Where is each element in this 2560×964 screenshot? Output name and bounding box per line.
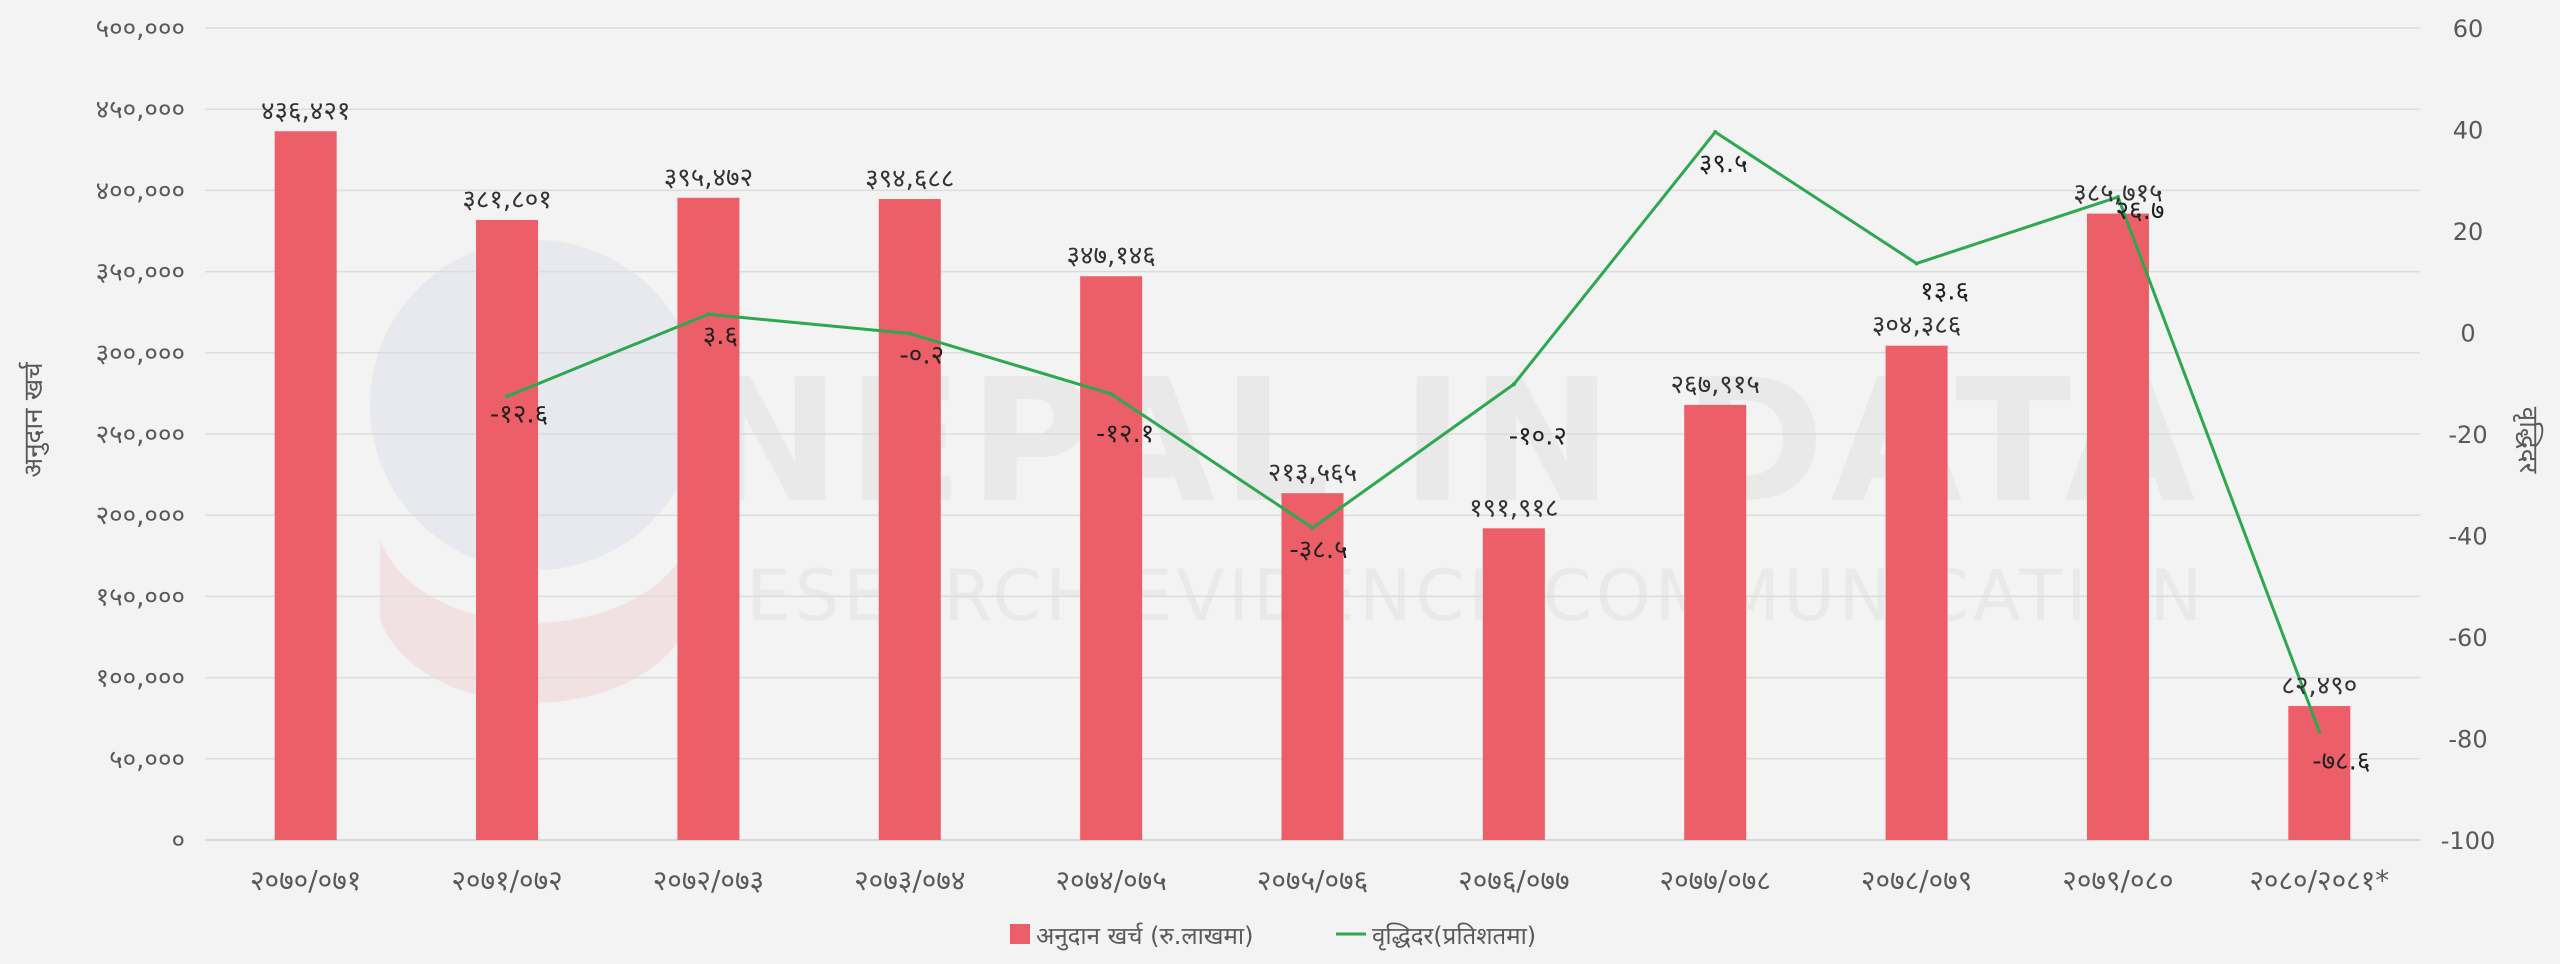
line-data-label: २६.७ bbox=[2116, 196, 2165, 226]
x-tick-label: २०७१/०७२ bbox=[451, 864, 562, 897]
bar bbox=[1684, 404, 1747, 840]
y-tick-label: ० bbox=[171, 826, 185, 856]
x-tick-label: २०७०/०७१ bbox=[250, 864, 361, 897]
bar-data-label: ८२,४९० bbox=[2281, 671, 2357, 701]
bar-data-label: ३८५,७१५ bbox=[2073, 179, 2162, 209]
x-tick-label: २०७८/०७९ bbox=[1861, 864, 1972, 897]
legend-line-label: वृद्धिदर(प्रतिशतमा) bbox=[1372, 922, 1536, 951]
bar bbox=[677, 197, 740, 840]
bar-data-label: ३९४,६८८ bbox=[865, 164, 954, 194]
y-tick-label: २५०,००० bbox=[96, 420, 185, 450]
growth-point bbox=[1914, 261, 1919, 266]
bar bbox=[1281, 493, 1344, 840]
growth-point bbox=[2115, 194, 2120, 199]
growth-line bbox=[506, 130, 2321, 732]
bar bbox=[274, 131, 337, 840]
bar bbox=[2086, 213, 2149, 840]
y-axis-title: अनुदान खर्च bbox=[18, 361, 49, 477]
bar bbox=[476, 219, 539, 840]
line-data-label: -०.२ bbox=[899, 341, 944, 371]
line-data-label: ३.६ bbox=[703, 321, 738, 351]
growth-point bbox=[1109, 391, 1114, 396]
growth-point bbox=[505, 394, 510, 399]
y-tick-label: २००,००० bbox=[96, 501, 185, 531]
y2-tick-label: -60 bbox=[2448, 624, 2487, 652]
labels-layer: ४३६,४२१ ३८१,८०१ ३९५,४७२ ३९४,६८८ ३४७,१४६ २१३,५… bbox=[261, 96, 2370, 776]
bar-data-label: ३४७,१४६ bbox=[1066, 241, 1155, 271]
y2-tick-label: 40 bbox=[2453, 117, 2484, 145]
growth-point bbox=[2317, 729, 2322, 734]
line-data-label: -१२.१ bbox=[1096, 419, 1154, 449]
x-tick-label: २०८०/२०८१* bbox=[2249, 864, 2389, 897]
y2-tick-label: -100 bbox=[2441, 827, 2495, 855]
y-tick-label: ५००,००० bbox=[96, 14, 185, 44]
y2-tick-label: 0 bbox=[2460, 320, 2475, 348]
y2-tick-label: -20 bbox=[2448, 421, 2487, 449]
y-tick-label: १००,००० bbox=[96, 664, 185, 694]
x-tick-label: २०७६/०७७ bbox=[1458, 864, 1569, 897]
bar-data-label: ३९५,४७२ bbox=[664, 163, 753, 193]
x-tick-label: २०७९/०८० bbox=[2062, 864, 2173, 897]
y-tick-label: ४००,००० bbox=[96, 176, 185, 206]
growth-point bbox=[1511, 382, 1516, 387]
y2-axis-title: वृद्धिदर bbox=[2513, 407, 2544, 475]
bar-data-label: ३०४,३८६ bbox=[1872, 311, 1961, 341]
y-tick-label: ४५०,००० bbox=[96, 95, 185, 125]
legend-bar-label: अनुदान खर्च (रु.लाखमा) bbox=[1036, 922, 1253, 951]
bar bbox=[878, 199, 941, 841]
legend-bar-swatch bbox=[1010, 924, 1030, 944]
line-data-label: ३९.५ bbox=[1699, 149, 1748, 179]
bar-data-label: १९१,९१८ bbox=[1469, 493, 1558, 523]
x-tick-label: २०७५/०७६ bbox=[1257, 864, 1368, 897]
y2-tick-label: 60 bbox=[2453, 15, 2484, 43]
bar-data-label: ४३६,४२१ bbox=[261, 96, 350, 126]
x-tick-label: २०७२/०७३ bbox=[653, 864, 764, 897]
bar-data-label: २१३,५६५ bbox=[1268, 458, 1357, 488]
line-data-label: -७८.६ bbox=[2312, 746, 2370, 776]
bar-data-label: २६७,९१५ bbox=[1671, 370, 1760, 400]
y-tick-label: ३००,००० bbox=[96, 339, 185, 369]
line-data-label: -१२.६ bbox=[490, 399, 548, 429]
y-tick-label: ५०,००० bbox=[109, 745, 185, 775]
line-layer bbox=[505, 130, 2322, 734]
bar bbox=[1885, 345, 1948, 840]
y2-tick-label: 20 bbox=[2453, 218, 2484, 246]
growth-point bbox=[1713, 130, 1718, 135]
x-tick-label: २०७७/०७८ bbox=[1660, 864, 1771, 897]
y-tick-label: १५०,००० bbox=[96, 582, 185, 612]
growth-point bbox=[706, 312, 711, 317]
y2-tick-label: -40 bbox=[2448, 523, 2487, 551]
line-data-label: १३.६ bbox=[1920, 276, 1969, 306]
bar bbox=[1482, 528, 1545, 840]
line-data-label: -३८.५ bbox=[1289, 535, 1347, 565]
y-tick-label: ३५०,००० bbox=[96, 258, 185, 288]
watermark-logo-arc bbox=[380, 540, 690, 703]
bars-layer bbox=[274, 131, 2351, 841]
legend: अनुदान खर्च (रु.लाखमा) वृद्धिदर(प्रतिशतम… bbox=[1010, 922, 1536, 951]
y2-tick-label: -80 bbox=[2448, 726, 2487, 754]
bar-data-label: ३८१,८०१ bbox=[462, 185, 551, 215]
growth-point bbox=[1310, 525, 1315, 530]
axes-layer: ० ५०,००० १००,००० १५०,००० २००,००० २५०,००० ३००,०… bbox=[96, 14, 2496, 897]
line-data-label: -१०.२ bbox=[1509, 421, 1567, 451]
x-tick-label: २०७४/०७५ bbox=[1055, 864, 1166, 897]
x-tick-label: २०७३/०७४ bbox=[854, 864, 965, 897]
growth-point bbox=[907, 331, 912, 336]
bar bbox=[1080, 276, 1143, 841]
